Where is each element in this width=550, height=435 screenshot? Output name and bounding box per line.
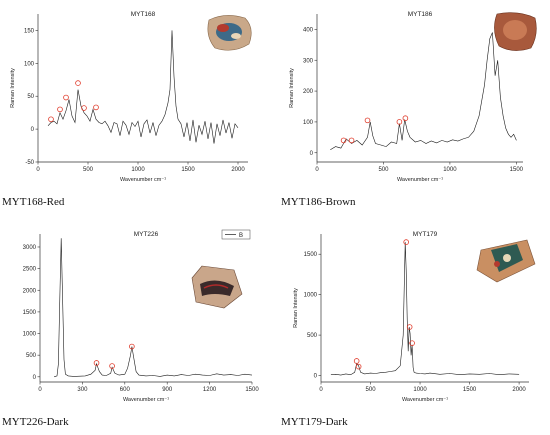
sample-photo xyxy=(494,12,537,51)
y-tick-label: 0 xyxy=(33,375,37,381)
peak-marker xyxy=(109,363,115,369)
y-tick-label: 100 xyxy=(303,120,314,126)
chart-panel-myt226: MYT226 0 300 600 900 1200 1500 0 500 1000 1500 2000… xyxy=(0,220,275,435)
peak-marker xyxy=(63,94,69,101)
spectrum-line xyxy=(330,242,520,376)
x-tick-label: 500 xyxy=(366,387,377,393)
chart-myt186: MYT186 0 500 1000 1500 0 100 200 300 400 Wavenumbe… xyxy=(289,11,537,183)
peak-marker xyxy=(355,363,362,370)
y-tick-label: 1500 xyxy=(304,252,318,258)
x-tick-label: 1500 xyxy=(510,167,524,173)
chart-panel-myt168: MYT168 0 500 1000 1500 2000 -50 0 50 100 150 Wavenu… xyxy=(0,0,275,215)
chart-myt226: MYT226 0 300 600 900 1200 1500 0 500 1000 1500 2000… xyxy=(23,229,259,403)
x-tick-label: 2000 xyxy=(231,167,245,173)
legend-label: B xyxy=(239,233,243,239)
x-tick-label: 300 xyxy=(77,387,88,393)
x-axis-label: Wavenumber cm⁻¹ xyxy=(123,397,169,403)
peak-marker xyxy=(48,116,54,123)
sample-photo xyxy=(476,239,536,283)
x-axis-label: Wavenumber cm⁻¹ xyxy=(402,397,448,403)
peak-marker xyxy=(75,80,81,86)
sherd-pattern xyxy=(217,24,229,32)
y-tick-label: 100 xyxy=(24,61,35,67)
x-tick-label: 900 xyxy=(162,387,173,393)
sherd-pattern xyxy=(203,284,229,289)
y-tick-label: 3000 xyxy=(23,245,37,251)
y-tick-label: 0 xyxy=(314,374,318,380)
chart-panel-myt179: MYT179 0 500 1000 1500 2000 0 500 1000 1500 Wavenu… xyxy=(275,220,550,435)
sample-photo xyxy=(191,265,243,309)
spectrum-line xyxy=(54,238,253,378)
peak-marker xyxy=(57,106,63,113)
peak-marker xyxy=(348,137,355,144)
y-tick-label: 1500 xyxy=(23,310,37,316)
spectrum-line xyxy=(47,30,239,144)
y-tick-label: 400 xyxy=(303,27,314,33)
peak-marker xyxy=(93,360,100,366)
y-tick-label: 300 xyxy=(303,58,314,64)
tile-pattern xyxy=(494,261,500,267)
peak-marker xyxy=(353,358,360,364)
peak-marker xyxy=(402,115,409,122)
x-tick-label: 1000 xyxy=(131,167,145,173)
y-tick-label: 2000 xyxy=(23,288,37,294)
chart-caption: MYT179-Dark xyxy=(281,416,348,428)
x-tick-label: 1000 xyxy=(413,387,427,393)
peak-marker xyxy=(364,117,371,124)
y-tick-label: 1000 xyxy=(23,332,37,338)
peak-marker xyxy=(403,239,409,245)
x-tick-label: 1200 xyxy=(203,387,217,393)
x-tick-label: 0 xyxy=(38,387,42,393)
x-tick-label: 600 xyxy=(120,387,131,393)
chart-title: MYT179 xyxy=(413,231,438,238)
y-tick-label: 200 xyxy=(303,89,314,95)
sample-photo xyxy=(207,15,252,51)
peak-marker xyxy=(81,105,87,111)
chart-panel-myt186: MYT186 0 500 1000 1500 0 100 200 300 400 Wavenumbe… xyxy=(275,0,550,215)
x-tick-label: 1000 xyxy=(443,167,457,173)
x-tick-label: 0 xyxy=(319,387,323,393)
y-axis-label: Raman Intensity xyxy=(293,288,299,328)
y-tick-label: 50 xyxy=(27,94,34,100)
x-tick-label: 0 xyxy=(36,167,40,173)
y-tick-label: 150 xyxy=(24,28,35,34)
y-tick-label: 500 xyxy=(307,333,318,339)
x-tick-label: 1500 xyxy=(245,387,259,393)
sherd-pattern xyxy=(503,20,527,40)
x-tick-label: 500 xyxy=(378,167,389,173)
sherd-pattern xyxy=(200,280,234,296)
chart-caption: MYT168-Red xyxy=(2,196,65,208)
y-tick-label: 2500 xyxy=(23,267,37,273)
peak-marker xyxy=(340,137,347,144)
y-axis-label: Raman Intensity xyxy=(289,68,295,108)
chart-caption: MYT226-Dark xyxy=(2,416,69,428)
chart-myt179: MYT179 0 500 1000 1500 2000 0 500 1000 1500 Wavenu… xyxy=(293,231,536,403)
peak-marker xyxy=(406,324,413,330)
x-tick-label: 0 xyxy=(315,167,319,173)
peak-marker xyxy=(409,340,415,346)
y-tick-label: 0 xyxy=(31,127,35,133)
y-axis-label: Raman Intensity xyxy=(10,68,16,108)
x-axis-label: Wavenumber cm⁻¹ xyxy=(120,177,166,183)
spectrum-line xyxy=(330,32,517,150)
x-tick-label: 1500 xyxy=(181,167,195,173)
chart-caption: MYT186-Brown xyxy=(281,196,356,208)
y-tick-label: 1000 xyxy=(304,293,318,299)
peak-marker xyxy=(396,119,403,125)
y-tick-label: 0 xyxy=(310,151,314,157)
chart-title: MYT186 xyxy=(408,11,433,18)
chart-title: MYT226 xyxy=(134,231,159,238)
x-tick-label: 2000 xyxy=(512,387,526,393)
tile-pattern xyxy=(503,254,511,262)
peak-marker xyxy=(129,343,135,350)
y-tick-label: -50 xyxy=(25,160,34,166)
y-tick-label: 500 xyxy=(26,353,37,359)
sherd-pattern xyxy=(231,33,241,39)
x-tick-label: 1500 xyxy=(463,387,477,393)
x-axis-label: Wavenumber cm⁻¹ xyxy=(397,177,443,183)
chart-title: MYT168 xyxy=(131,11,156,18)
peak-marker xyxy=(93,104,99,111)
x-tick-label: 500 xyxy=(83,167,94,173)
